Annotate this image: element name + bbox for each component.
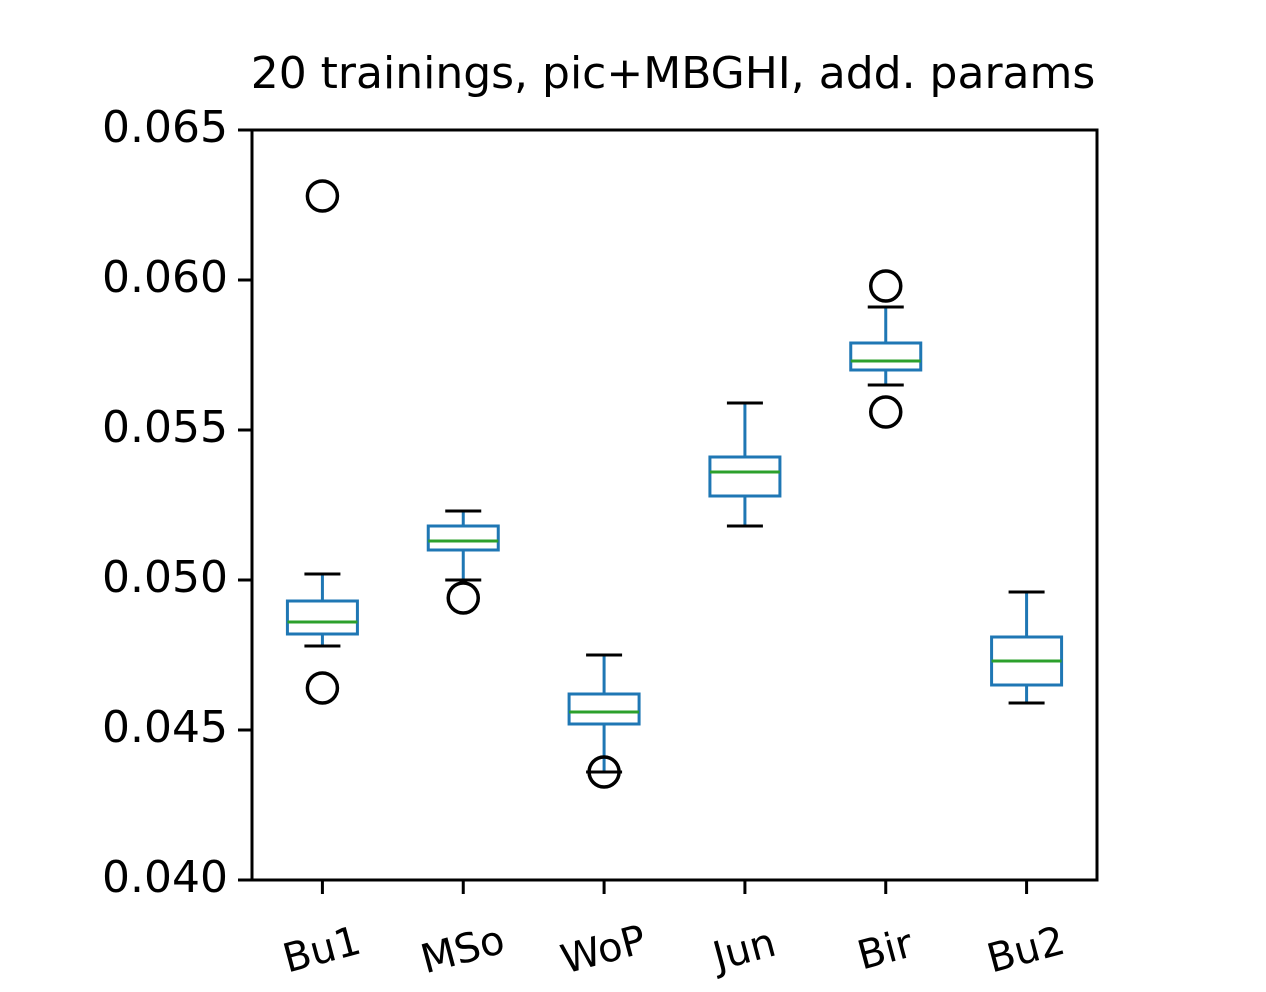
outlier [869, 395, 903, 429]
outlier [305, 671, 340, 705]
x-tick-label: Bu1 [278, 918, 365, 983]
outlier [305, 179, 340, 213]
x-tick-label: Bu2 [982, 918, 1069, 983]
outlier [587, 755, 621, 789]
box [849, 341, 923, 372]
box [567, 692, 641, 726]
x-tick-label: MSo [416, 917, 509, 983]
outlier [869, 269, 903, 303]
box [426, 524, 500, 552]
y-tick-label: 0.050 [102, 552, 228, 603]
outlier [446, 581, 480, 615]
chart-title: 20 trainings, pic+MBGHI, add. params [251, 48, 1096, 99]
y-tick-label: 0.045 [102, 702, 228, 753]
box [285, 599, 359, 636]
y-tick-label: 0.055 [102, 402, 228, 453]
y-tick-label: 0.040 [102, 852, 228, 903]
x-tick-label: WoP [556, 917, 651, 984]
x-tick-label: Bir [853, 921, 919, 980]
box [708, 455, 782, 498]
plot-frame [250, 128, 1099, 882]
y-tick-label: 0.065 [102, 102, 228, 153]
x-tick-label: Jun [705, 920, 780, 981]
y-tick-label: 0.060 [102, 252, 228, 303]
